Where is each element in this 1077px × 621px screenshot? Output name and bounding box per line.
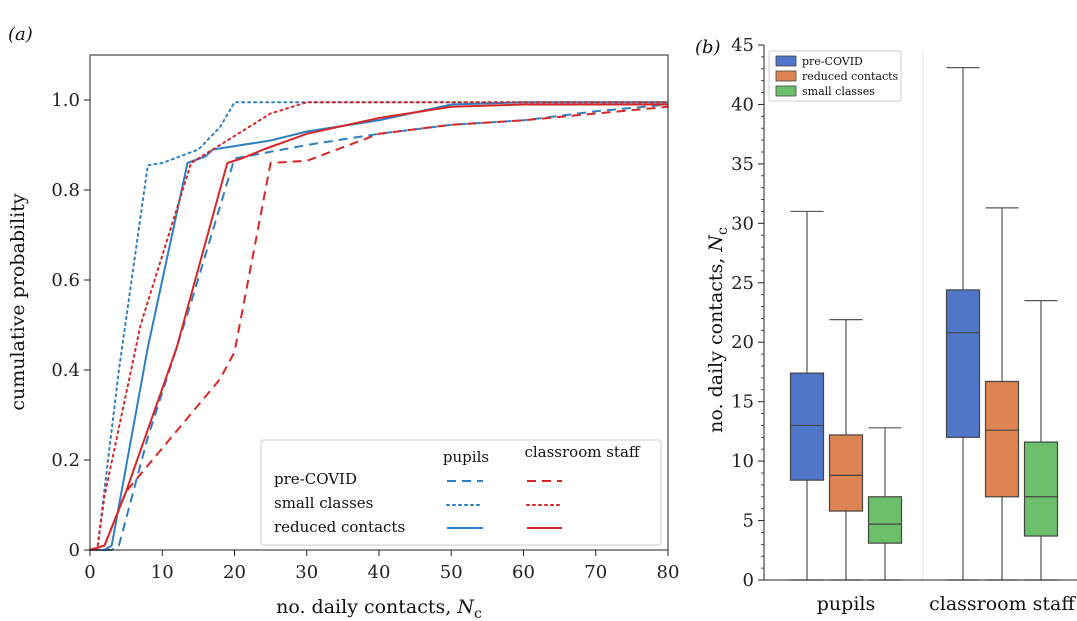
series-classroom-staff-pre-covid — [89, 105, 669, 551]
panel-b-y-axis-title: no. daily contacts, Nc — [705, 227, 731, 433]
panel-a-series-group — [89, 101, 669, 551]
x-tick-label-60: 60 — [512, 562, 535, 583]
b-y-tick-label-15: 15 — [731, 392, 754, 413]
x-tick-label-50: 50 — [440, 562, 463, 583]
legend-row-small-classes: small classes — [274, 494, 373, 512]
b-y-tick-label-10: 10 — [731, 451, 754, 472]
legend-header-pupils: pupils — [443, 448, 489, 466]
iqr-box — [1023, 441, 1059, 537]
panel-a-y-ticks: 0 0.2 0.4 0.6 0.8 1.0 — [51, 90, 90, 561]
panel-a-y-axis-title: cumulative probability — [7, 193, 29, 410]
iqr-box — [828, 434, 864, 512]
box-small-classes-pupils — [867, 427, 903, 581]
legend-label-small-classes: small classes — [802, 85, 875, 98]
iqr-box — [984, 380, 1020, 498]
b-y-tick-label-40: 40 — [731, 94, 754, 115]
x-tick-label-0: 0 — [84, 562, 95, 583]
panel-b-y-axis-label-sub: c — [715, 227, 731, 235]
x-tick-label-70: 70 — [584, 562, 607, 583]
b-y-tick-label-30: 30 — [731, 213, 754, 234]
panel-a: (a) 0 10 20 30 40 50 60 70 80 0 0.2 0.4 0.6 0.8 1.0 n… — [7, 24, 679, 621]
box-reduced-contacts-classroom-staff — [984, 207, 1020, 581]
legend-row-pre-covid: pre-COVID — [274, 470, 357, 488]
panel-a-x-axis-title: no. daily contacts, Nc — [276, 596, 482, 621]
legend-swatch-small-classes — [775, 85, 797, 97]
category-label-classroom-staff: classroom staff — [929, 593, 1076, 615]
box-pre-covid-classroom-staff — [945, 66, 981, 581]
x-tick-label-10: 10 — [151, 562, 174, 583]
panel-b-label: (b) — [695, 37, 721, 58]
panel-a-label: (a) — [8, 24, 33, 45]
panel-b-y-ticks: 0 5 10 15 20 25 30 35 40 45 — [731, 35, 764, 591]
panel-a-x-axis-label-sub: c — [474, 606, 482, 621]
legend-label-reduced-contacts: reduced contacts — [802, 70, 899, 83]
b-y-tick-label-25: 25 — [731, 273, 754, 294]
box-small-classes-classroom-staff — [1023, 300, 1059, 581]
b-y-tick-label-45: 45 — [731, 35, 754, 56]
x-tick-label-30: 30 — [295, 562, 318, 583]
legend-row-reduced-contacts: reduced contacts — [274, 518, 405, 536]
iqr-box — [789, 372, 825, 481]
x-tick-label-40: 40 — [368, 562, 391, 583]
legend-swatch-pre-covid — [775, 55, 797, 67]
panel-a-legend-box — [260, 439, 662, 546]
panel-b-legend-box — [768, 50, 902, 102]
panel-b-legend: pre-COVID reduced contacts small classes — [768, 50, 902, 102]
y-tick-label-2: 0.4 — [51, 360, 80, 381]
panel-a-x-axis-label-var: N — [456, 596, 475, 618]
iqr-box — [867, 496, 903, 544]
y-tick-label-4: 0.8 — [51, 180, 80, 201]
legend-header-classroom-staff: classroom staff — [524, 443, 640, 461]
legend-label-pre-covid: pre-COVID — [802, 55, 863, 68]
x-tick-label-20: 20 — [223, 562, 246, 583]
legend-swatch-reduced-contacts — [775, 70, 797, 82]
b-y-tick-label-0: 0 — [743, 570, 754, 591]
y-tick-label-3: 0.6 — [51, 270, 80, 291]
series-classroom-staff-reduced-contacts — [89, 103, 668, 551]
panel-a-legend: pupils classroom staff pre-COVID small c… — [260, 439, 662, 546]
y-tick-label-0: 0 — [69, 540, 80, 561]
panel-b: (b) 0 5 10 15 20 25 30 35 40 45 pupils classroom s… — [695, 35, 1077, 615]
x-tick-label-80: 80 — [657, 562, 680, 583]
b-y-tick-label-20: 20 — [731, 332, 754, 353]
series-classroom-staff-small-classes — [89, 101, 669, 551]
series-pupils-small-classes — [89, 101, 669, 551]
panel-b-x-categories: pupils classroom staff — [817, 593, 1077, 615]
y-tick-label-1: 0.2 — [51, 450, 80, 471]
panel-a-x-ticks: 0 10 20 30 40 50 60 70 80 — [84, 550, 679, 583]
box-reduced-contacts-pupils — [828, 319, 864, 581]
panel-b-y-axis-label-var: N — [705, 234, 727, 253]
panel-a-x-axis-label-text: no. daily contacts, — [276, 596, 457, 618]
panel-b-boxes-group — [789, 66, 1059, 581]
panel-a-legend-swatches — [446, 480, 563, 529]
panel-b-y-axis-label-text: no. daily contacts, — [705, 252, 727, 433]
b-y-tick-label-5: 5 — [743, 511, 754, 532]
box-pre-covid-pupils — [789, 210, 825, 581]
b-y-tick-label-35: 35 — [731, 154, 754, 175]
y-tick-label-5: 1.0 — [51, 90, 80, 111]
category-label-pupils: pupils — [817, 593, 875, 615]
iqr-box — [945, 289, 981, 438]
